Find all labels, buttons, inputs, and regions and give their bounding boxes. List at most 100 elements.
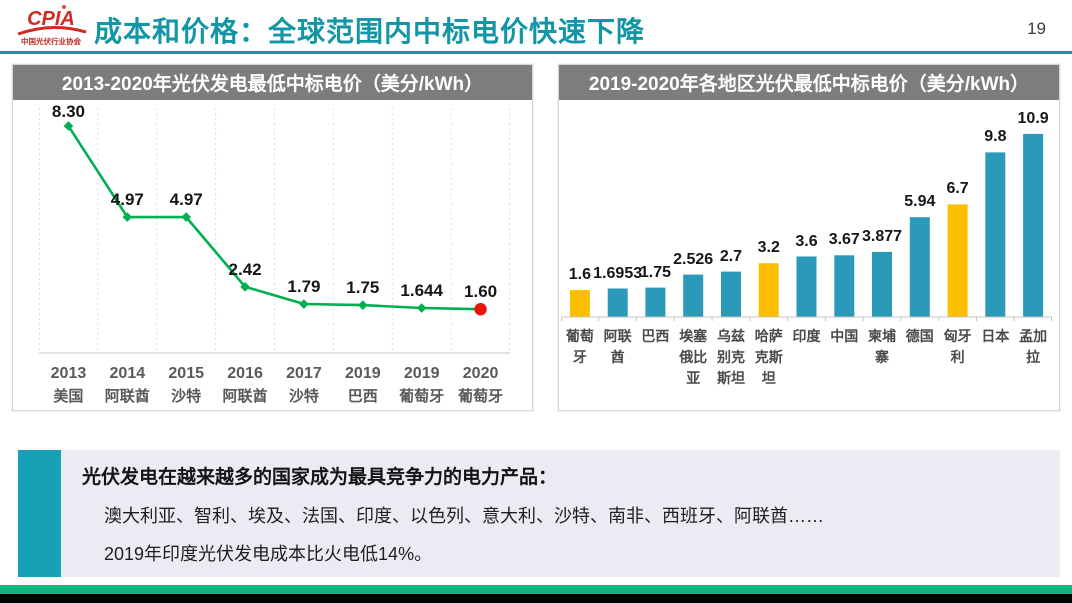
line-x-country: 美国: [53, 388, 84, 405]
left-chart-panel: 2013-2020年光伏发电最低中标电价（美分/kWh） 8.30 2013 美国 4…: [12, 64, 533, 411]
summary-box: 光伏发电在越来越多的国家成为最具竞争力的电力产品： 澳大利亚、智利、埃及、法国、…: [18, 450, 1060, 577]
right-chart-panel: 2019-2020年各地区光伏最低中标电价（美分/kWh） 1.6 葡萄 牙 1.6…: [558, 64, 1060, 411]
left-chart-title: 2013-2020年光伏发电最低中标电价（美分/kWh）: [13, 65, 532, 100]
line-point-label: 1.60: [464, 282, 498, 302]
footer-green-strip: [0, 585, 1072, 594]
bar: [645, 287, 666, 317]
line-point-label: 2.42: [228, 259, 262, 279]
line-x-year: 2015: [168, 365, 204, 382]
line-chart-body: 8.30 2013 美国 4.97 2014 阿联酋 4.97 2015 沙特 2.42 2016 阿…: [13, 100, 532, 410]
bar-x-label: 阿联 酋: [603, 328, 632, 365]
summary-india-note: 2019年印度光伏发电成本比火电低14%。: [104, 544, 433, 564]
bar-value-label: 6.7: [946, 180, 969, 198]
bar: [683, 274, 704, 317]
line-x-label: 2020 葡萄牙: [451, 362, 510, 408]
bar: [607, 288, 628, 317]
logo-sun-icon: [62, 5, 66, 9]
line-x-label: 2016 阿联酋: [216, 362, 275, 408]
logo-subtext: 中国光伏行业协会: [21, 36, 81, 46]
footer-black-strip: [0, 594, 1072, 603]
bar-x-label: 孟加 拉: [1019, 328, 1048, 365]
bar: [909, 217, 930, 317]
right-chart-title: 2019-2020年各地区光伏最低中标电价（美分/kWh）: [559, 65, 1059, 100]
line-point: [299, 299, 309, 309]
line-x-label: 2019 巴西: [333, 362, 392, 408]
line-x-year: 2014: [109, 365, 146, 382]
bar-value-label: 10.9: [1017, 109, 1049, 127]
line-x-year: 2019: [403, 365, 440, 382]
bar: [872, 251, 892, 317]
summary-country-list: 澳大利亚、智利、埃及、法国、印度、以色列、意大利、沙特、南非、西班牙、阿联酋……: [104, 506, 824, 526]
header-divider: [0, 51, 1072, 54]
line-x-country: 阿联酋: [222, 388, 268, 405]
bar-x-label: 哈萨 克斯 坦: [754, 328, 783, 386]
bar: [1023, 133, 1044, 317]
bar-chart-plot: 1.6 葡萄 牙 1.6953 阿联 酋 1.75 巴西 2.526 埃塞 俄比 亚 2.7 乌兹…: [561, 100, 1052, 410]
bar-x-label: 德国: [905, 328, 934, 344]
line-x-year: 2020: [462, 365, 499, 382]
line-point-label: 8.30: [51, 102, 85, 121]
bar: [985, 152, 1006, 317]
bar-value-label: 3.6: [795, 232, 818, 250]
bar-value-label: 5.94: [904, 193, 936, 211]
line-x-year: 2019: [345, 365, 381, 382]
line-point-label: 1.75: [346, 278, 380, 298]
line-x-country: 沙特: [171, 388, 202, 405]
bar: [569, 290, 590, 317]
line-x-label: 2013 美国: [39, 362, 98, 408]
line-point: [416, 303, 427, 313]
page-title: 成本和价格：全球范围内中标电价快速下降: [94, 16, 646, 47]
line-x-label: 2019 葡萄牙: [392, 362, 451, 408]
line-x-year: 2013: [50, 365, 87, 382]
bar-value-label: 1.6953: [593, 264, 643, 282]
line-x-year: 2017: [286, 365, 322, 382]
line-point-label: 4.97: [169, 190, 203, 210]
line-x-country: 葡萄牙: [458, 388, 504, 405]
bar-x-label: 柬埔 寨: [868, 328, 897, 365]
line-last-point: [474, 303, 487, 316]
page-number: 19: [1027, 19, 1046, 38]
bar-x-label: 中国: [830, 328, 859, 344]
bar: [796, 256, 817, 317]
bar-x-label: 印度: [792, 328, 821, 344]
summary-heading: 光伏发电在越来越多的国家成为最具竞争力的电力产品：: [82, 467, 558, 488]
bar-x-label: 乌兹 别克 斯坦: [716, 328, 745, 386]
bar-x-label: 葡萄 牙: [565, 328, 594, 365]
bar-value-label: 1.6: [568, 266, 592, 284]
bar-value-label: 3.2: [757, 239, 780, 257]
line-x-year: 2016: [227, 365, 263, 382]
bar: [947, 204, 968, 317]
logo-cpia-text: CPIA: [27, 8, 75, 30]
bar-x-label: 日本: [981, 328, 1010, 344]
bar: [721, 271, 741, 317]
cpia-logo-graphic: CPIA 中国光伏行业协会: [17, 5, 87, 46]
bar-x-label: 巴西: [641, 328, 670, 344]
summary-accent-bar: [18, 450, 61, 577]
bar-value-label: 9.8: [984, 128, 1007, 146]
bar-value-label: 2.526: [673, 250, 714, 268]
line-chart-svg: [39, 108, 510, 354]
bar-value-label: 2.7: [719, 247, 743, 265]
line-point-label: 1.79: [287, 277, 321, 297]
line-x-country: 巴西: [347, 388, 378, 405]
bar-value-label: 3.67: [828, 231, 860, 249]
line-point-label: 4.97: [110, 190, 144, 210]
bar-value-label: 3.877: [862, 227, 903, 245]
bar-x-label: 埃塞 俄比 亚: [679, 328, 708, 386]
line-x-country: 沙特: [288, 388, 319, 405]
line-x-label: 2017 沙特: [275, 362, 334, 408]
bar: [834, 255, 855, 317]
line-x-country: 葡萄牙: [399, 388, 445, 405]
bar: [758, 263, 779, 317]
line-point: [63, 121, 74, 131]
line-chart-plot: 8.30 2013 美国 4.97 2014 阿联酋 4.97 2015 沙特 2.42 2016 阿…: [39, 100, 510, 410]
line-x-label: 2015 沙特: [157, 362, 216, 408]
line-point: [358, 300, 368, 310]
cpia-logo: CPIA 中国光伏行业协会: [12, 3, 90, 51]
line-point-label: 1.644: [400, 281, 443, 301]
bar-chart-body: 1.6 葡萄 牙 1.6953 阿联 酋 1.75 巴西 2.526 埃塞 俄比 亚 2.7 乌兹…: [559, 100, 1059, 410]
line-x-country: 阿联酋: [104, 388, 150, 405]
bar-x-label: 匈牙 利: [943, 328, 972, 365]
line-x-label: 2014 阿联酋: [98, 362, 157, 408]
